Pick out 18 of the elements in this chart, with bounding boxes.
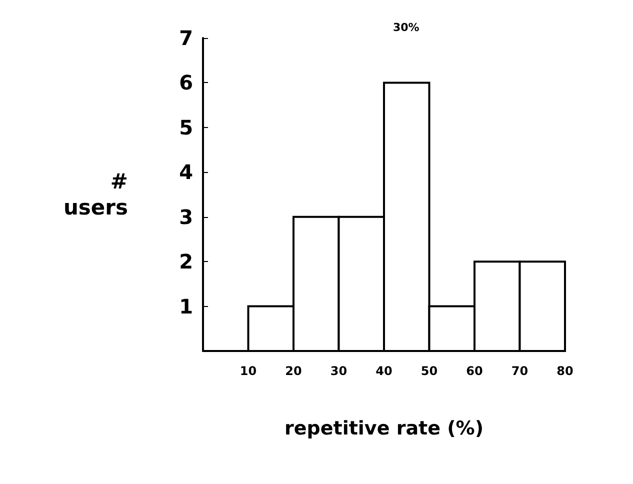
x-tick-label: 40 [376,364,392,378]
x-tick-label: 70 [511,364,528,378]
x-axis-title: repetitive rate (%) [284,418,484,440]
y-tick-label: 4 [179,160,193,184]
y-tick-label: 7 [179,26,193,50]
x-tick-label: 60 [466,364,483,378]
y-tick-label: 2 [179,250,193,274]
x-tick-label: 10 [240,364,257,378]
x-tick-label: 20 [285,364,302,378]
y-tick-label: 3 [179,204,193,229]
x-tick-label: 50 [420,364,438,378]
y-tick-label: 6 [179,70,193,95]
x-tick-label: 30 [330,364,348,378]
y-tick-label: 1 [179,294,193,318]
y-tick-label: 5 [179,115,193,140]
x-tick-label: 80 [556,364,574,378]
text: 30% [393,21,420,34]
y-axis-title: # users [63,170,128,220]
